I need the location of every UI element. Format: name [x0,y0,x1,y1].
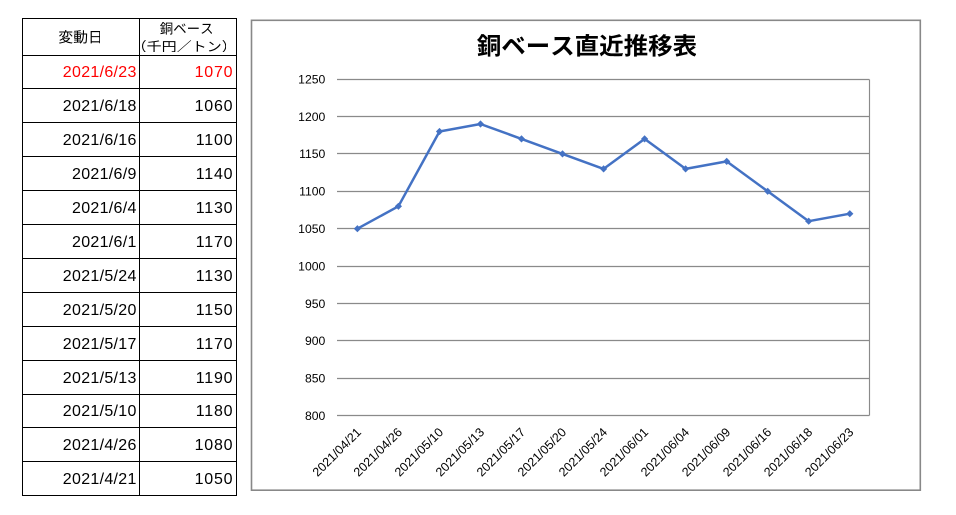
svg-text:1050: 1050 [298,222,325,236]
svg-text:1200: 1200 [298,110,325,124]
svg-text:1100: 1100 [299,185,325,199]
svg-text:1000: 1000 [298,259,325,273]
svg-text:1250: 1250 [298,72,325,86]
svg-text:850: 850 [305,372,326,386]
svg-text:950: 950 [305,297,326,311]
svg-text:1150: 1150 [299,147,325,161]
svg-text:900: 900 [305,334,326,348]
svg-text:800: 800 [305,409,326,423]
